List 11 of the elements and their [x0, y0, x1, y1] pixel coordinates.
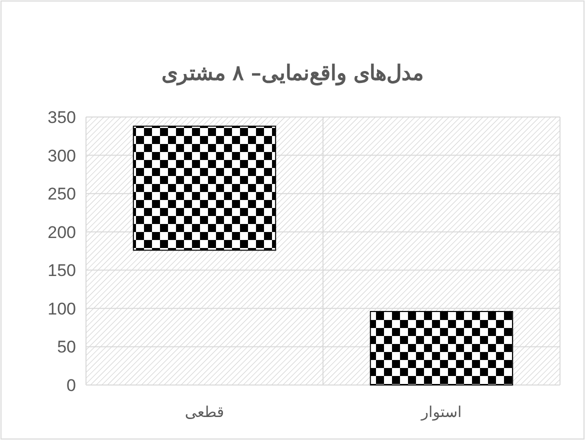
- y-tick-label: 100: [48, 299, 76, 318]
- y-tick-label: 250: [48, 184, 76, 204]
- y-tick-label: 300: [48, 146, 76, 166]
- y-tick-label: 50: [57, 338, 76, 357]
- y-tick-label: 150: [48, 261, 76, 280]
- x-tick-label: استوار: [420, 403, 462, 421]
- y-tick-label: 200: [48, 222, 76, 242]
- x-tick-label: قطعی: [184, 403, 224, 421]
- y-tick-label: 0: [66, 376, 76, 395]
- chart-title: مدل‌های واقع‌نمایی– ۸ مشتری: [161, 60, 424, 86]
- y-tick-label: 350: [48, 108, 76, 127]
